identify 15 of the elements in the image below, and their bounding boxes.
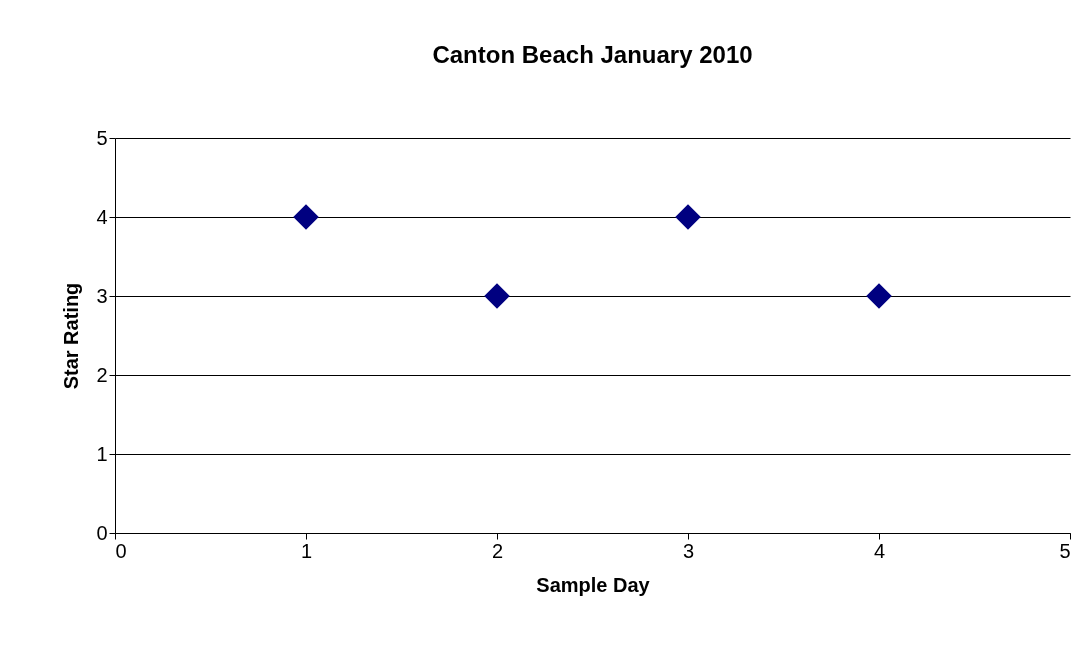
x-tick-label: 1 [300, 539, 313, 562]
y-tick-label: 1 [96, 442, 108, 465]
y-tick-label: 5 [96, 126, 108, 149]
chart-title: Canton Beach January 2010 [432, 41, 753, 68]
x-axis-title: Sample Day [536, 573, 651, 596]
x-tick-label: 5 [1059, 539, 1071, 562]
x-tick-label: 2 [491, 539, 504, 562]
y-tick-label: 0 [96, 521, 108, 544]
x-tick-label: 3 [682, 539, 695, 562]
y-tick-label: 3 [96, 284, 108, 307]
x-tick-label: 0 [115, 539, 127, 562]
x-tick-label: 4 [873, 539, 886, 562]
y-axis-title: Star Rating [60, 282, 83, 390]
y-tick-label: 4 [96, 205, 108, 228]
y-tick-label: 2 [96, 363, 108, 386]
